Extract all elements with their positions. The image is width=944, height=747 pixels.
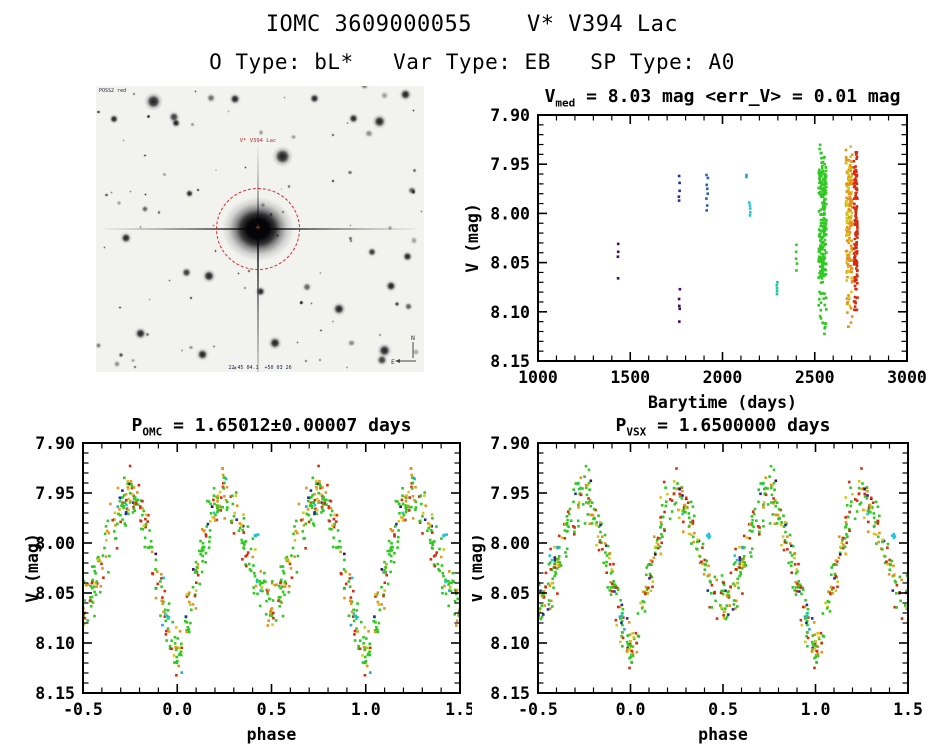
svg-text:8.05: 8.05 — [490, 584, 530, 603]
svg-text:8.10: 8.10 — [490, 634, 530, 653]
svg-text:V (mag): V (mag) — [23, 533, 42, 603]
compass-east-label: E — [391, 358, 395, 366]
svg-text:7.95: 7.95 — [490, 484, 530, 503]
svg-text:0.0: 0.0 — [616, 700, 646, 719]
svg-text:1.0: 1.0 — [351, 700, 381, 719]
svg-text:8.15: 8.15 — [490, 352, 530, 371]
phase-curve-vsx-panel: PVSX = 1.6500000 days -0.5 0.0 0.5 1.0 1.5 7.… — [472, 415, 944, 747]
svg-text:Barytime (days): Barytime (days) — [648, 393, 797, 412]
svg-text:8.10: 8.10 — [490, 303, 530, 322]
svg-text:phase: phase — [698, 725, 748, 744]
vmed-value: = 8.03 mag <err_V> = 0.01 mag — [575, 86, 901, 107]
svg-text:8.00: 8.00 — [490, 534, 530, 553]
svg-text:8.15: 8.15 — [35, 684, 75, 703]
lightcurve-time-title: Vmed = 8.03 mag <err_V> = 0.01 mag — [538, 86, 907, 110]
coordinates-label: 22 45 04.1 +50 03 26 — [228, 365, 292, 371]
axes — [82, 442, 461, 694]
svg-text:1.5: 1.5 — [893, 700, 923, 719]
target-cross-icon: + — [255, 223, 261, 233]
axes — [537, 114, 908, 362]
page-subtitle: O Type: bL* Var Type: EB SP Type: A0 — [209, 50, 735, 74]
axis-labels: -0.5 0.0 0.5 1.0 1.5 7.90 7.95 8.00 8.05 8.10 8.15… — [472, 434, 923, 744]
phase-curve-omc-panel: POMC = 1.65012±0.00007 days -0.5 0.0 0.5 1.… — [0, 415, 472, 747]
svg-text:8.05: 8.05 — [490, 254, 530, 273]
svg-text:phase: phase — [247, 725, 297, 744]
axes — [537, 442, 909, 694]
svg-text:0.5: 0.5 — [708, 700, 738, 719]
svg-text:7.95: 7.95 — [490, 155, 530, 174]
data-points — [537, 464, 909, 670]
svg-text:V (mag): V (mag) — [472, 533, 486, 603]
phase-curve-vsx-title: PVSX = 1.6500000 days — [538, 415, 908, 439]
phase-curve-omc-canvas: -0.5 0.0 0.5 1.0 1.5 7.90 7.95 8.00 8.05 8.10 8.15… — [23, 434, 472, 744]
svg-text:2000: 2000 — [703, 368, 743, 387]
svg-text:7.90: 7.90 — [35, 434, 75, 453]
page-title: IOMC 3609000055 V* V394 Lac — [265, 12, 679, 37]
pvsx-subscript: VSX — [626, 425, 647, 439]
svg-text:-0.5: -0.5 — [518, 700, 558, 719]
svg-text:1000: 1000 — [518, 368, 558, 387]
survey-label: POSS2 red — [99, 88, 127, 94]
target-aperture-circle — [216, 188, 300, 270]
svg-text:V (mag): V (mag) — [463, 203, 482, 273]
pomc-value: = 1.65012±0.00007 days — [162, 415, 412, 436]
svg-text:0.5: 0.5 — [257, 700, 287, 719]
compass-icon: N E — [391, 334, 416, 366]
svg-text:7.90: 7.90 — [490, 434, 530, 453]
phase-curve-omc-title: POMC = 1.65012±0.00007 days — [83, 415, 460, 439]
vmed-subscript: med — [555, 96, 576, 110]
pvsx-value: = 1.6500000 days — [646, 415, 831, 436]
svg-text:8.15: 8.15 — [490, 684, 530, 703]
axis-labels: -0.5 0.0 0.5 1.0 1.5 7.90 7.95 8.00 8.05 8.10 8.15… — [23, 434, 472, 744]
compass-north-label: N — [411, 334, 415, 342]
pvsx-symbol: P — [615, 415, 627, 436]
svg-text:8.00: 8.00 — [490, 204, 530, 223]
svg-text:2500: 2500 — [795, 368, 835, 387]
svg-text:1500: 1500 — [610, 368, 650, 387]
svg-text:1.0: 1.0 — [801, 700, 831, 719]
target-label: V* V394 Lac — [239, 138, 277, 144]
pomc-symbol: P — [131, 415, 143, 436]
svg-text:3000: 3000 — [887, 368, 927, 387]
pomc-subscript: OMC — [142, 425, 163, 439]
svg-text:8.05: 8.05 — [35, 584, 75, 603]
svg-text:-0.5: -0.5 — [63, 700, 103, 719]
axis-labels: 1000 1500 2000 2500 3000 7.90 7.95 8.00 8.05 8.10… — [463, 106, 927, 412]
svg-text:8.10: 8.10 — [35, 634, 75, 653]
svg-text:7.95: 7.95 — [35, 484, 75, 503]
svg-text:7.90: 7.90 — [490, 106, 530, 125]
lightcurve-time-canvas: 1000 1500 2000 2500 3000 7.90 7.95 8.00 8.05 8.10… — [463, 106, 927, 412]
svg-text:1.5: 1.5 — [445, 700, 472, 719]
compass-east-arrowhead — [395, 359, 400, 363]
phase-curve-vsx-canvas: -0.5 0.0 0.5 1.0 1.5 7.90 7.95 8.00 8.05 8.10 8.15… — [472, 434, 923, 744]
vmed-symbol: V — [544, 86, 556, 107]
data-points — [616, 143, 859, 336]
svg-text:0.0: 0.0 — [162, 700, 192, 719]
svg-text:8.00: 8.00 — [35, 534, 75, 553]
lightcurve-time-panel: Vmed = 8.03 mag <err_V> = 0.01 mag 1000 1… — [460, 86, 944, 418]
finding-chart: + V* V394 Lac POSS2 red 22 45 04.1 +50 0… — [96, 86, 424, 372]
starfield-stars — [96, 86, 424, 372]
data-points — [82, 464, 461, 677]
